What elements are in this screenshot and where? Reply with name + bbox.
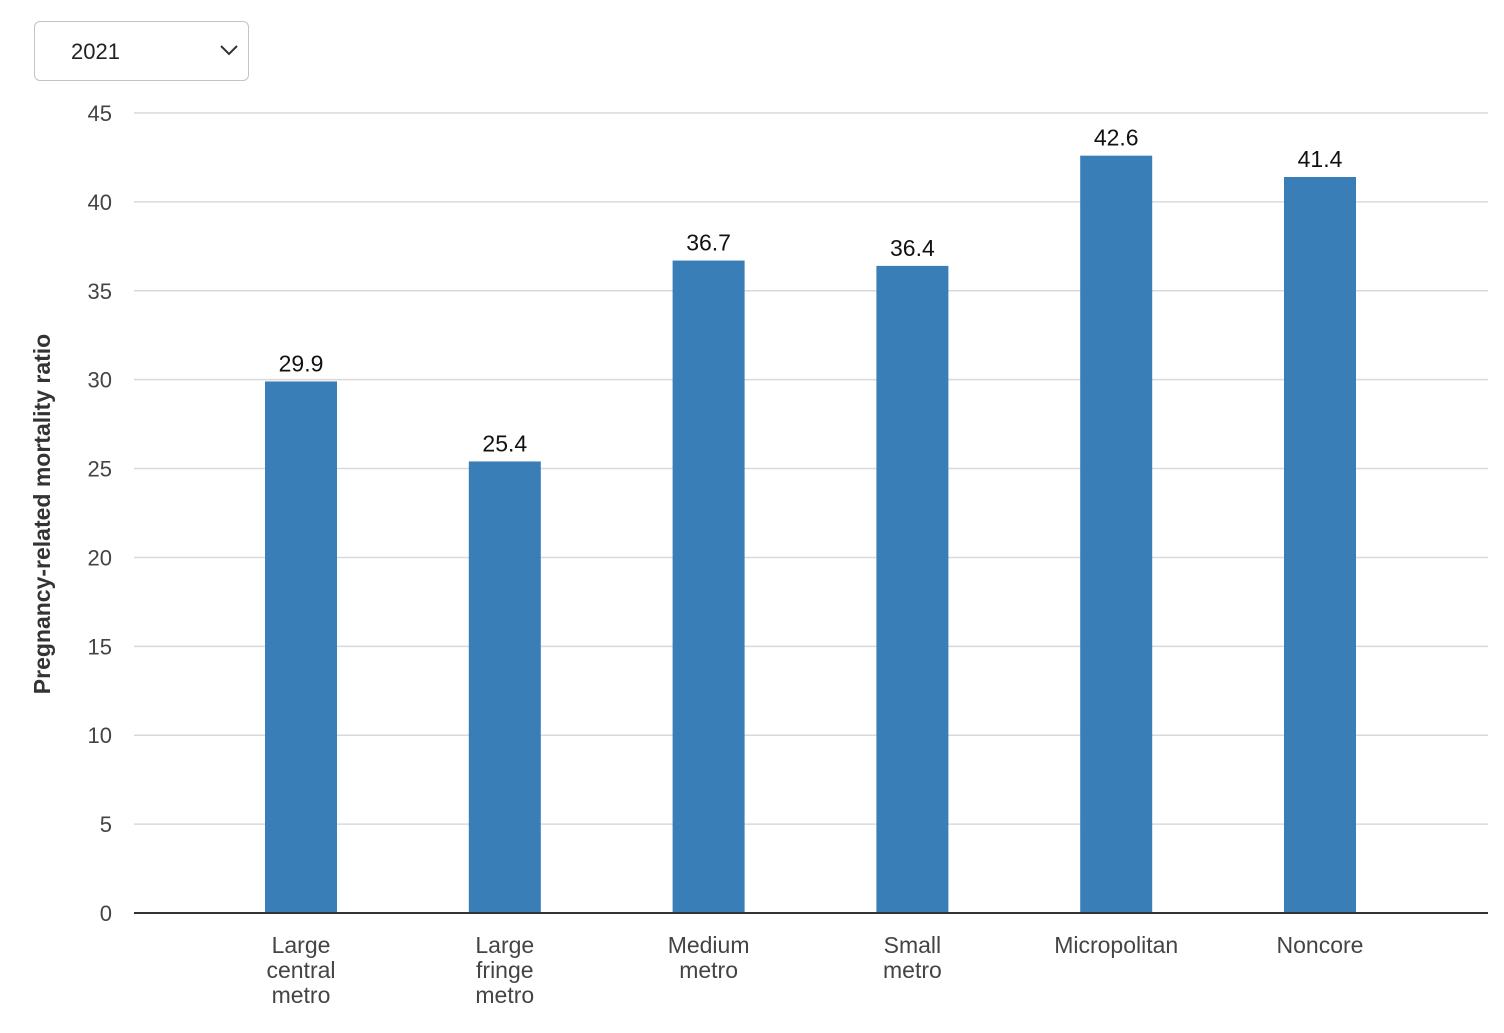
bar bbox=[265, 381, 337, 913]
bar-value-label: 36.7 bbox=[686, 230, 731, 256]
bar-value-label: 25.4 bbox=[482, 430, 527, 456]
y-tick-label: 25 bbox=[88, 457, 112, 482]
y-tick-label: 40 bbox=[88, 190, 112, 215]
bar bbox=[876, 265, 949, 913]
x-tick-label: Small metro bbox=[883, 932, 942, 983]
x-tick-label: Large central metro bbox=[266, 932, 335, 1008]
y-tick-label: 35 bbox=[88, 279, 112, 304]
bar-value-label: 36.4 bbox=[890, 235, 935, 261]
y-tick-label: 15 bbox=[88, 634, 112, 659]
bar bbox=[1284, 177, 1356, 913]
y-tick-label: 30 bbox=[88, 368, 112, 393]
x-tick-label: Noncore bbox=[1277, 932, 1364, 958]
gridlines bbox=[134, 112, 1488, 825]
x-tick-label: Large fringe metro bbox=[475, 932, 534, 1008]
bar-value-label: 29.9 bbox=[279, 350, 324, 376]
y-tick-label: 10 bbox=[88, 723, 112, 748]
x-tick-label: Medium metro bbox=[668, 932, 750, 983]
bar-value-label: 42.6 bbox=[1094, 125, 1139, 151]
data-labels: 29.9 25.4 36.7 36.4 42.6 41.4 bbox=[279, 125, 1343, 457]
y-tick-label: 0 bbox=[100, 901, 112, 926]
bar bbox=[1080, 155, 1153, 913]
bars bbox=[265, 155, 1356, 913]
y-axis-ticks: 0 5 10 15 20 25 30 35 40 45 bbox=[88, 101, 112, 926]
x-axis-ticks: Large central metro Large fringe metro Medium m… bbox=[266, 932, 1363, 1008]
bar-value-label: 41.4 bbox=[1298, 146, 1343, 172]
bar bbox=[468, 461, 541, 913]
y-tick-label: 20 bbox=[88, 545, 112, 570]
year-select-value: 2021 bbox=[71, 39, 120, 64]
y-axis-title: Pregnancy-related mortality ratio bbox=[29, 334, 55, 694]
y-tick-label: 45 bbox=[88, 101, 112, 126]
bar bbox=[672, 260, 745, 913]
year-select[interactable]: 2021 bbox=[34, 21, 249, 81]
y-tick-label: 5 bbox=[100, 812, 112, 837]
x-tick-label: Micropolitan bbox=[1054, 932, 1178, 958]
chevron-down-icon bbox=[220, 45, 238, 56]
